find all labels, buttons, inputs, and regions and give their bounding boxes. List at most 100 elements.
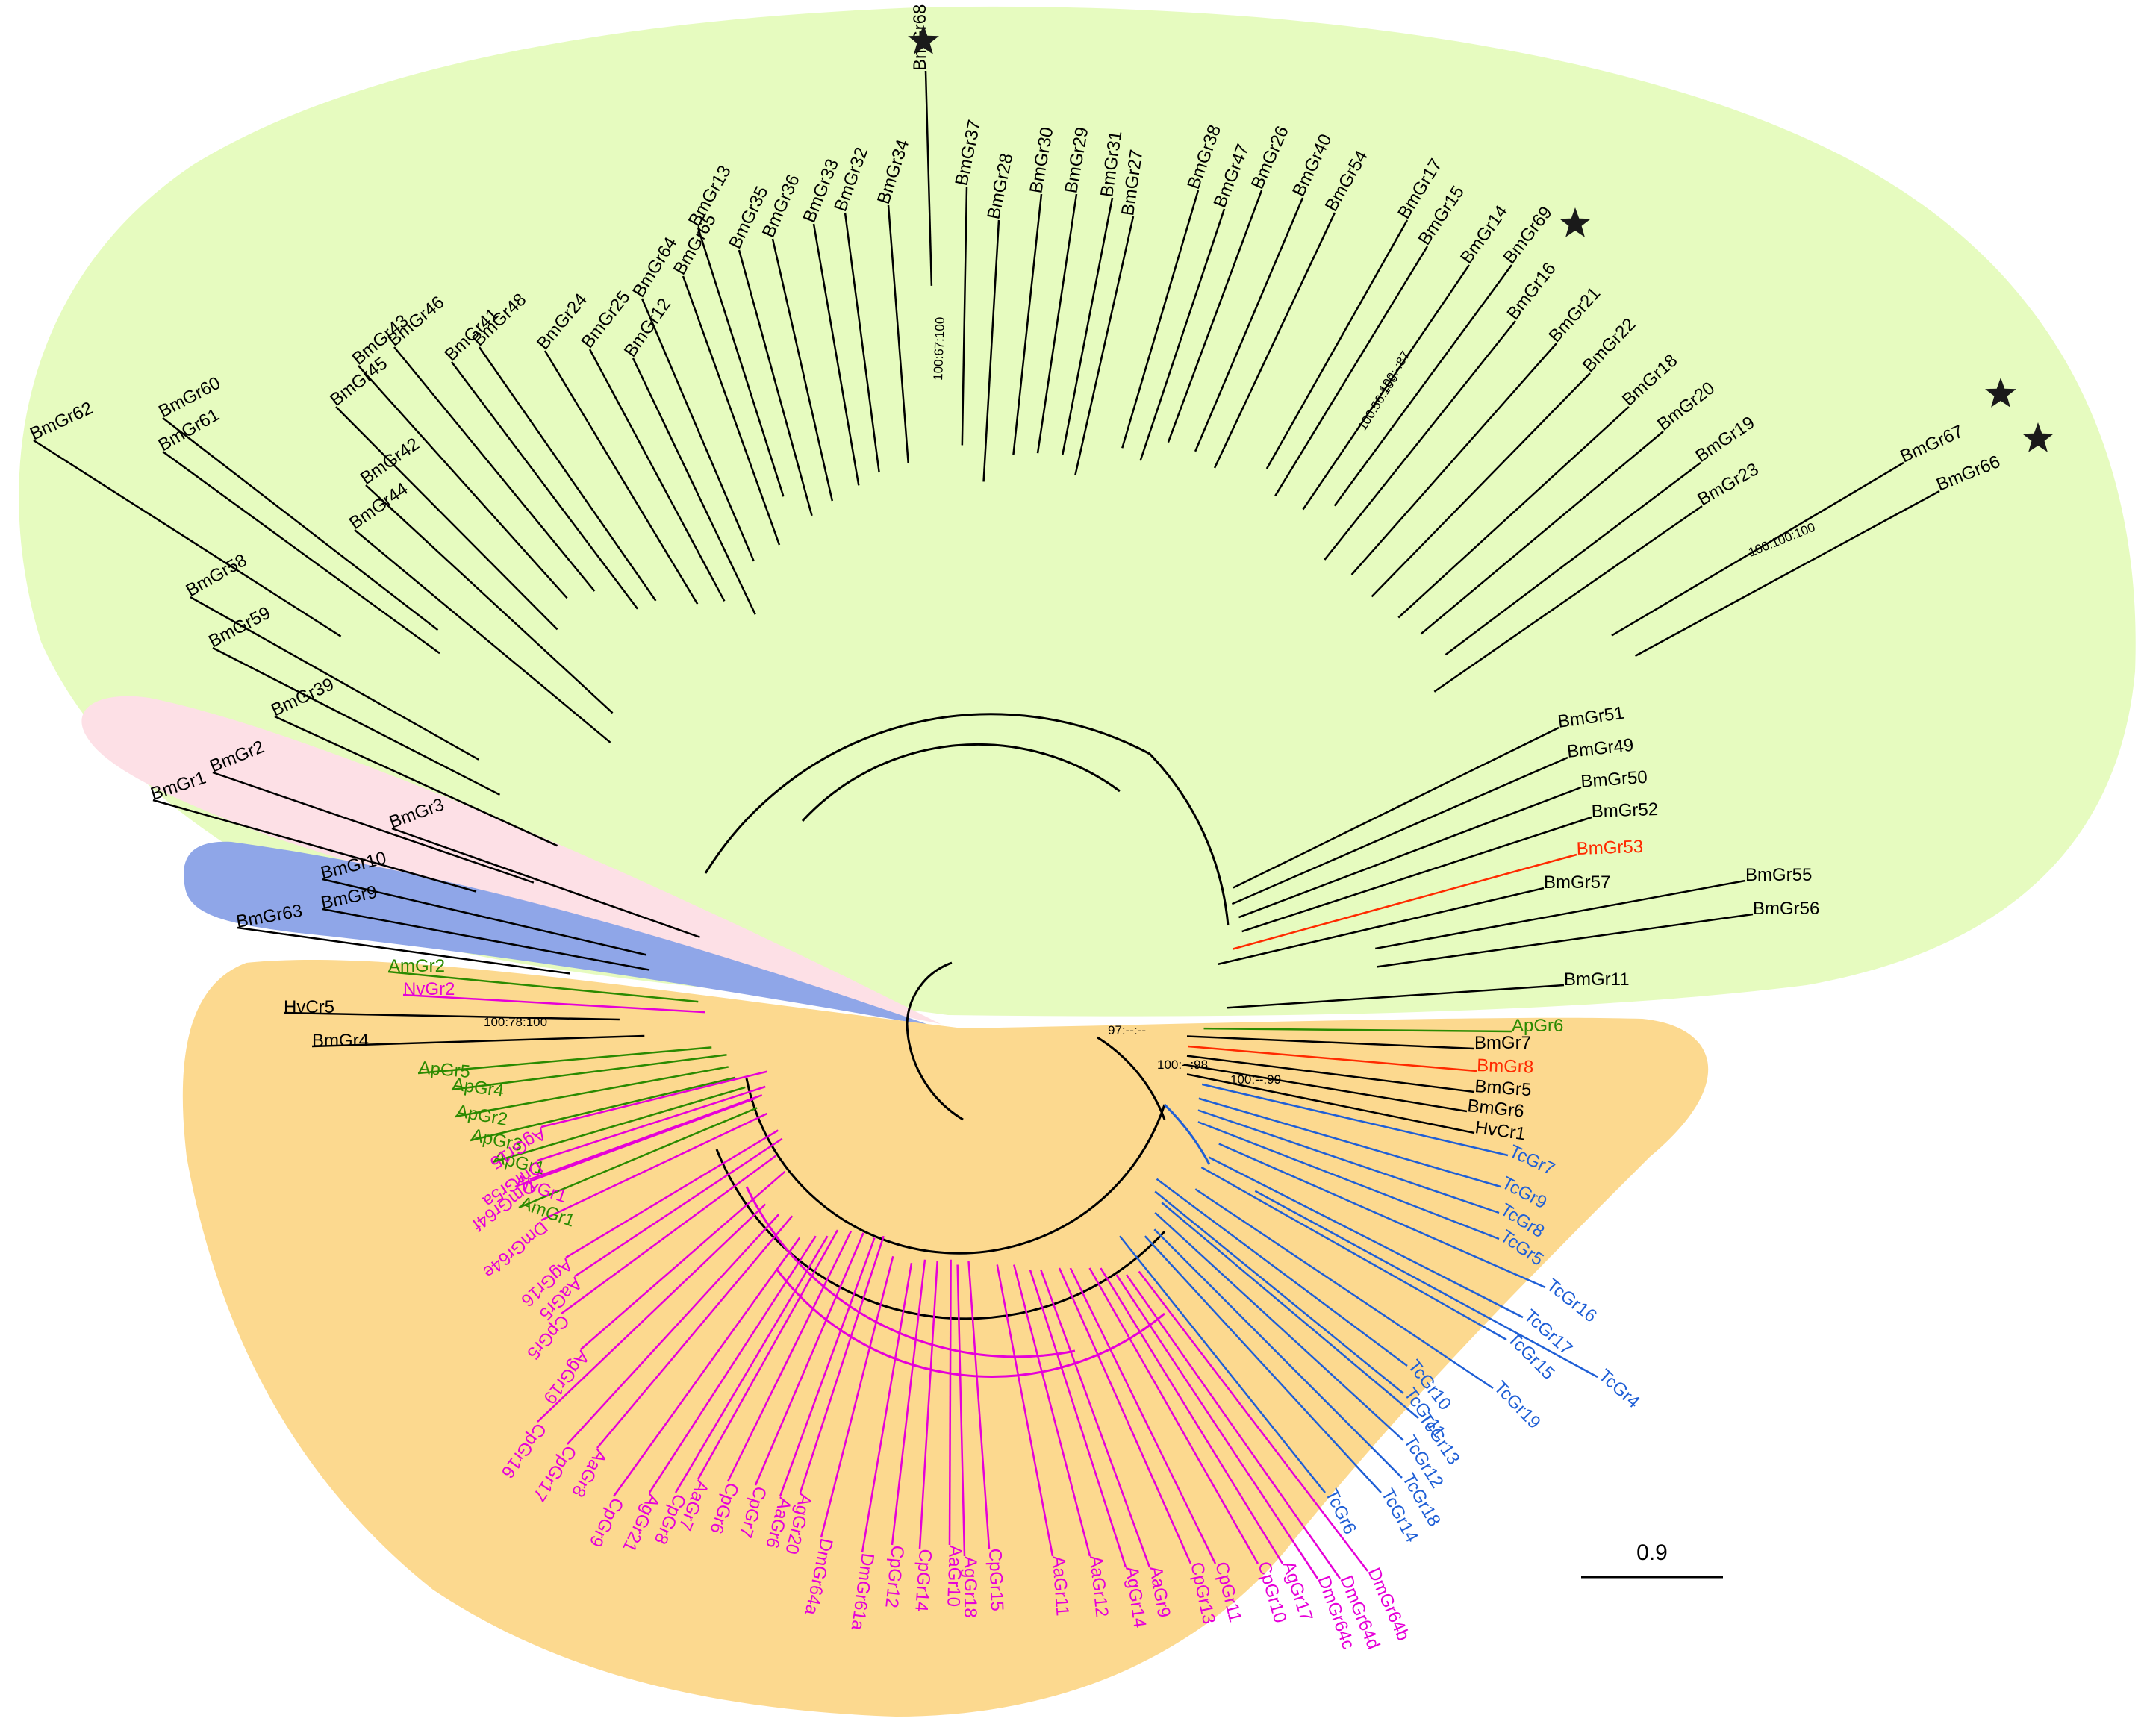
support-value: 100:--:98 bbox=[1157, 1058, 1208, 1072]
tree-branch bbox=[1074, 216, 1135, 476]
tree-branch bbox=[1088, 1267, 1259, 1564]
tree-branch bbox=[1254, 1190, 1598, 1379]
tree-branch bbox=[779, 1237, 876, 1497]
tree-branch bbox=[887, 204, 909, 463]
tree-branch bbox=[1154, 1211, 1404, 1441]
tree-branch bbox=[674, 1235, 829, 1493]
leaf-label: AgGr18 bbox=[960, 1556, 980, 1618]
tree-branch bbox=[540, 1070, 767, 1128]
leaf-label: TcGr6 bbox=[1321, 1486, 1360, 1537]
tree-branch bbox=[1200, 1166, 1507, 1341]
tree-branch bbox=[948, 1259, 952, 1546]
tree-branch bbox=[1274, 246, 1429, 496]
tree-branch bbox=[1183, 1064, 1468, 1113]
tree-branch bbox=[1186, 1073, 1475, 1134]
tree-branch bbox=[1197, 1121, 1500, 1240]
tree-branch bbox=[335, 406, 558, 631]
tree-branch bbox=[1194, 1188, 1494, 1390]
tree-branch bbox=[1062, 197, 1114, 455]
clade-orange-region bbox=[182, 960, 1709, 1717]
tree-branch bbox=[1445, 462, 1701, 656]
tree-branch bbox=[391, 827, 700, 938]
tree-branch bbox=[812, 223, 860, 486]
tree-branch bbox=[1013, 1264, 1091, 1557]
tree-branch bbox=[455, 1066, 729, 1118]
tree-branch bbox=[891, 1259, 926, 1546]
tree-branch bbox=[697, 227, 785, 497]
tree-branch bbox=[1069, 1267, 1217, 1564]
tree-branch bbox=[387, 970, 699, 1003]
tree-branch bbox=[1420, 431, 1664, 635]
tree-branch bbox=[996, 1264, 1054, 1557]
tree-branch bbox=[492, 1086, 746, 1164]
tree-arc bbox=[745, 1078, 1166, 1255]
tree-branch bbox=[358, 365, 568, 599]
leaf-label: AaGr10 bbox=[943, 1545, 965, 1608]
star-icon bbox=[2022, 422, 2054, 452]
leaf-label: BmGr4 bbox=[312, 1031, 369, 1051]
tree-branch bbox=[648, 1235, 817, 1493]
support-value: 100:67:100 bbox=[931, 316, 947, 381]
tree-branch bbox=[537, 1085, 766, 1162]
tree-branch bbox=[1238, 786, 1582, 919]
tree-branch bbox=[1058, 1267, 1192, 1564]
tree-branch bbox=[212, 646, 501, 796]
tree-arc bbox=[704, 713, 1150, 874]
tree-arc bbox=[906, 961, 953, 1025]
tree-branch bbox=[726, 1230, 853, 1482]
leaf-label: BmGr56 bbox=[1753, 899, 1819, 919]
tree-branch bbox=[1100, 1267, 1284, 1564]
tree-branch bbox=[956, 1264, 966, 1557]
tree-branch bbox=[1218, 1143, 1546, 1289]
tree-branch bbox=[518, 1107, 758, 1209]
tree-branch bbox=[1012, 193, 1043, 455]
tree-branch bbox=[152, 799, 477, 893]
tree-branch bbox=[274, 715, 558, 847]
support-value: 97:--:-- bbox=[1108, 1023, 1146, 1037]
tree-branch bbox=[1201, 1083, 1509, 1157]
scale-bar: 0.9 bbox=[1581, 1540, 1723, 1579]
tree-branch bbox=[190, 596, 479, 761]
tree-branch bbox=[861, 1263, 913, 1553]
tree-arc bbox=[1163, 1103, 1211, 1165]
clade-backgrounds bbox=[19, 6, 2136, 1717]
tree-branch bbox=[162, 417, 439, 631]
tree-branch bbox=[1115, 1274, 1319, 1579]
tree-branch bbox=[540, 1112, 768, 1222]
tree-branch bbox=[1197, 1109, 1500, 1214]
tree-branch bbox=[1119, 1235, 1326, 1493]
tree-branch bbox=[844, 212, 880, 473]
leaf-label: TcGr16 bbox=[1542, 1275, 1601, 1326]
leaf-label: BmGr57 bbox=[1544, 872, 1610, 893]
tree-branch bbox=[588, 349, 726, 602]
tree-branch bbox=[771, 238, 834, 502]
tree-branch bbox=[1213, 212, 1336, 469]
leaf-label: CpGr15 bbox=[985, 1548, 1007, 1611]
tree-branch bbox=[1208, 1156, 1524, 1319]
leaf-label: ApGr6 bbox=[1512, 1016, 1563, 1036]
tree-branch bbox=[212, 771, 535, 884]
tree-branch bbox=[1125, 1274, 1342, 1579]
tree-branch bbox=[697, 1229, 839, 1480]
star-icon bbox=[1985, 378, 2016, 408]
tree-branch bbox=[1188, 1045, 1477, 1072]
leaf-label: AaGr11 bbox=[1048, 1555, 1073, 1617]
tree-branch bbox=[565, 1129, 779, 1259]
tree-branch bbox=[1377, 913, 1754, 968]
tree-branch bbox=[1233, 726, 1559, 889]
tree-branch bbox=[365, 484, 614, 714]
scale-bar-label: 0.9 bbox=[1636, 1540, 1668, 1565]
tree-branch bbox=[417, 1046, 712, 1075]
tree-branch bbox=[537, 1203, 767, 1423]
tree-branch bbox=[1139, 208, 1226, 461]
tree-branch bbox=[1138, 1270, 1368, 1572]
tree-branch bbox=[1186, 1035, 1475, 1050]
tree-branch bbox=[632, 357, 756, 615]
tree-branch bbox=[1231, 756, 1568, 905]
tree-branch bbox=[1375, 879, 1746, 950]
leaf-label: HvCr5 bbox=[284, 997, 334, 1017]
support-value: 100:78:100 bbox=[484, 1015, 547, 1029]
tree-branch bbox=[612, 1237, 801, 1497]
tree-branch bbox=[682, 275, 781, 546]
